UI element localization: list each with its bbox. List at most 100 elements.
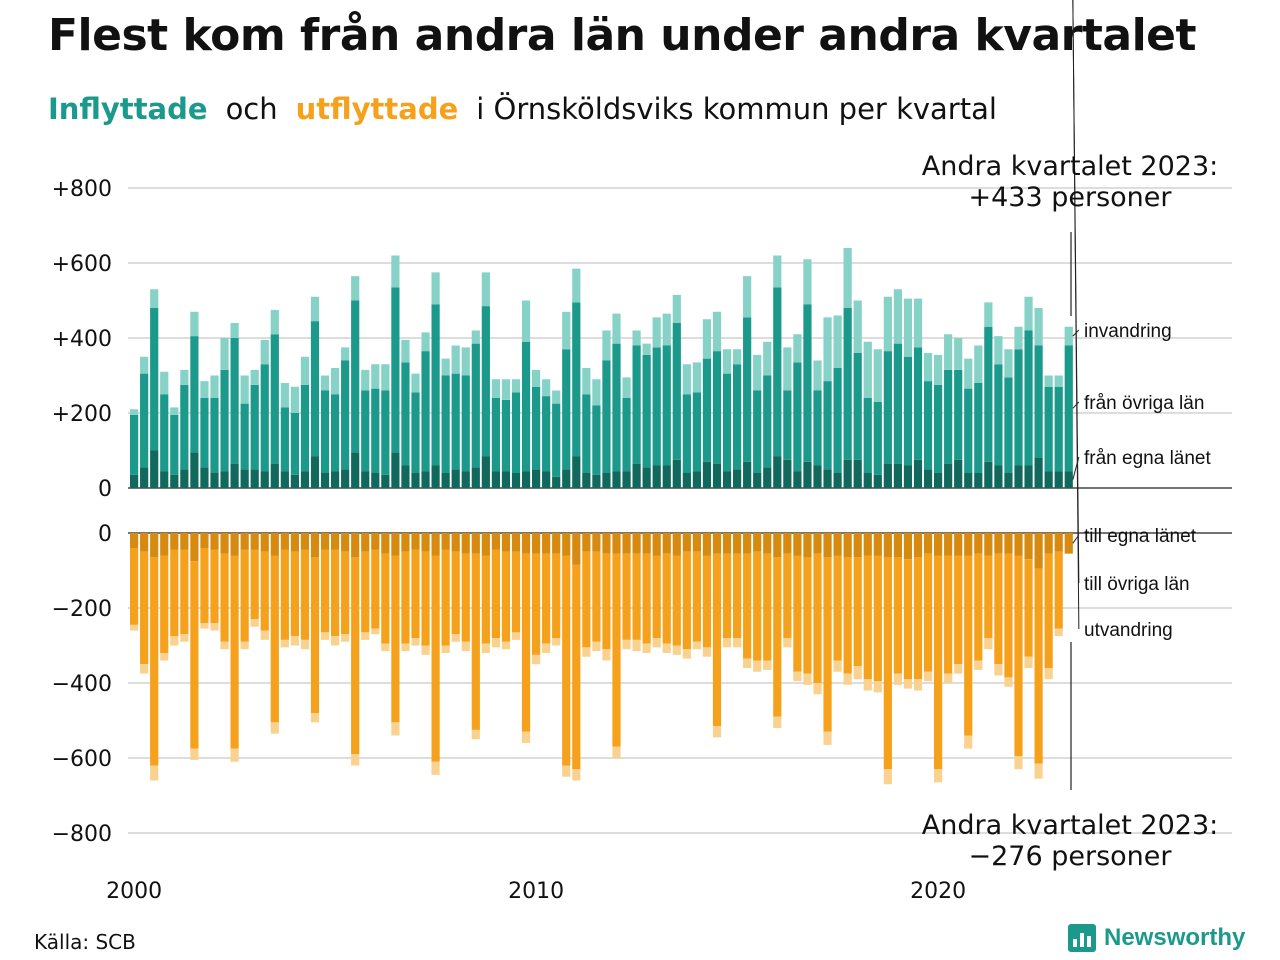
bar-segment-bottom: [823, 557, 832, 732]
bar-segment-top: [974, 383, 983, 473]
bar-segment-top: [612, 313, 621, 344]
bar-segment-bottom: [743, 533, 752, 554]
bar-segment-bottom: [843, 533, 852, 558]
bar-segment-top: [974, 473, 983, 488]
bar-segment-bottom: [632, 553, 641, 640]
bar-segment-top: [341, 347, 350, 361]
subtitle-rest: i Örnsköldsviks kommun per kvartal: [476, 92, 997, 126]
bar-segment-top: [984, 461, 993, 488]
bar-segment-top: [471, 330, 480, 344]
bar-segment-bottom: [813, 553, 822, 683]
bar-segment-top: [351, 300, 360, 453]
bar-segment-top: [612, 471, 621, 488]
bar-segment-top: [853, 459, 862, 488]
bar-segment-top: [1044, 471, 1053, 488]
bar-segment-top: [1034, 308, 1043, 346]
bar-segment-bottom: [873, 681, 882, 693]
bar-segment-bottom: [923, 671, 933, 682]
bar-segment-bottom: [521, 553, 531, 732]
bar-segment-bottom: [592, 551, 601, 642]
bar-segment-top: [431, 465, 440, 488]
bar-segment-bottom: [954, 533, 963, 556]
bar-segment-top: [220, 369, 229, 472]
bar-segment-top: [250, 469, 259, 488]
gridlines: [128, 187, 1232, 834]
bar-segment-bottom: [974, 553, 983, 661]
bar-segment-top: [501, 399, 511, 472]
bar-segment-top: [411, 473, 420, 488]
bar-segment-bottom: [813, 533, 822, 554]
bar-segment-top: [994, 465, 1003, 488]
bar-segment-top: [944, 463, 953, 488]
bar-segment-top: [532, 386, 541, 470]
bar-segment-bottom: [712, 533, 722, 554]
bar-segment-bottom: [773, 557, 782, 717]
bar-segment-bottom: [160, 533, 169, 556]
bar-segment-top: [160, 394, 169, 472]
bar-segment-top: [743, 276, 752, 318]
bar-segment-top: [662, 345, 671, 466]
bar-segment-bottom: [682, 533, 691, 552]
bar-segment-bottom: [903, 679, 913, 689]
bar-segment-top: [180, 369, 189, 385]
bar-segment-bottom: [672, 645, 681, 655]
bar-segment-bottom: [602, 649, 611, 661]
bar-segment-top: [672, 459, 681, 488]
legend-label-top: invandring: [1084, 321, 1172, 342]
bar-segment-bottom: [391, 722, 400, 736]
bar-segment-bottom: [351, 533, 360, 558]
bar-segment-top: [381, 364, 390, 391]
bar-segment-top: [843, 459, 852, 488]
bar-segment-bottom: [1014, 555, 1023, 757]
bar-segment-bottom: [431, 555, 440, 762]
bar-segment-bottom: [270, 533, 279, 556]
bar-segment-bottom: [622, 639, 631, 650]
bar-segment-top: [632, 345, 641, 464]
bar-segment-top: [290, 413, 299, 475]
bar-segment-bottom: [592, 533, 601, 552]
bar-segment-top: [853, 353, 862, 460]
bar-segment-top: [150, 450, 159, 488]
bar-segment-top: [300, 471, 310, 488]
bar-segment-bottom: [1044, 553, 1053, 668]
annotation-top-line1: Andra kvartalet 2023:: [922, 151, 1218, 182]
annotation-bottom-line2: −276 personer: [968, 841, 1172, 872]
bar-segment-top: [130, 474, 139, 488]
bar-segment-bottom: [582, 647, 591, 657]
bar-segment-top: [441, 473, 450, 488]
bar-segment-bottom: [371, 628, 380, 635]
bar-segment-top: [592, 405, 601, 475]
bar-segment-bottom: [542, 533, 551, 554]
bar-segment-bottom: [552, 553, 561, 638]
bar-segment-bottom: [572, 769, 581, 781]
bar-segment-bottom: [642, 553, 651, 644]
bar-segment-bottom: [431, 533, 440, 556]
bar-segment-bottom: [652, 533, 661, 556]
bar-segment-bottom: [612, 533, 621, 554]
bar-segment-top: [260, 364, 269, 472]
bar-segment-bottom: [240, 533, 249, 550]
bar-segment-bottom: [984, 638, 993, 650]
bar-segment-top: [823, 469, 832, 488]
bar-segment-bottom: [511, 551, 521, 633]
bar-segment-bottom: [431, 761, 440, 775]
bar-segment-top: [562, 349, 571, 470]
bar-segment-top: [471, 343, 480, 468]
bar-segment-bottom: [441, 549, 450, 646]
bar-segment-top: [572, 268, 581, 303]
bar-segment-top: [833, 315, 842, 368]
bar-segment-bottom: [833, 533, 842, 556]
bar-segment-top: [401, 465, 410, 488]
bar-segment-top: [542, 396, 551, 472]
bar-segment-bottom: [200, 623, 209, 629]
bar-segment-top: [200, 381, 209, 398]
bar-segment-bottom: [501, 641, 511, 650]
bar-segment-bottom: [351, 557, 360, 755]
bar-segment-top: [421, 351, 430, 472]
bar-segment-bottom: [1044, 533, 1053, 554]
bar-segment-top: [451, 469, 460, 488]
bar-segment-bottom: [944, 555, 953, 674]
bar-segment-top: [542, 471, 551, 488]
bar-segment-top: [501, 471, 511, 488]
bar-segment-top: [592, 474, 601, 488]
